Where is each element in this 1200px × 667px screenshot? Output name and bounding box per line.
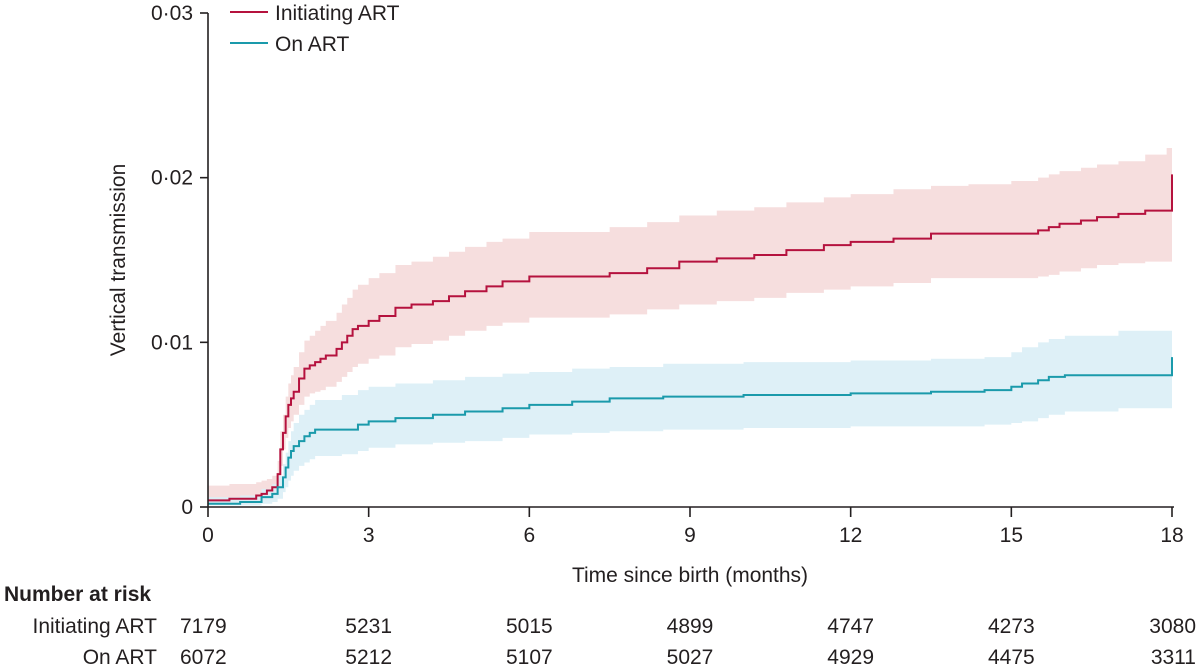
x-axis-title: Time since birth (months) [572,564,808,587]
y-axis-title: Vertical transmission [107,164,130,357]
risk-value: 3080 [1149,615,1196,638]
x-tick-label: 6 [523,524,535,547]
y-tick-label: 0·03 [151,2,193,25]
y-tick-label: 0 [181,496,193,519]
number-at-risk-title: Number at risk [4,583,151,606]
risk-values: 7179 5231 5015 4899 4747 4273 3080 6072 5212 5107… [180,615,1196,667]
x-tick-label: 18 [1160,524,1183,547]
x-tick-label: 12 [839,524,862,547]
series-lines [208,174,1173,505]
y-tick-label: 0·01 [151,331,193,354]
risk-value: 4273 [988,615,1035,638]
x-tick-label: 15 [1000,524,1023,547]
risk-value: 6072 [180,646,227,667]
x-tick-label: 3 [363,524,375,547]
risk-row-label-on-art: On ART [83,646,157,667]
confidence-bands [208,146,1172,506]
risk-value: 5212 [345,646,392,667]
series-line-initiating-art [208,174,1173,502]
risk-value: 5231 [345,615,392,638]
x-ticks: 0 3 6 9 12 15 18 [202,507,1184,547]
x-tick-label: 0 [202,524,214,547]
risk-value: 5027 [667,646,714,667]
legend-label-initiating-art: Initiating ART [275,2,400,25]
x-tick-label: 9 [684,524,696,547]
y-ticks: 0 0·01 0·02 0·03 [151,2,208,519]
legend: Initiating ART On ART [230,2,400,56]
y-tick-label: 0·02 [151,167,193,190]
risk-value: 3311 [1151,646,1196,667]
risk-value: 5015 [506,615,553,638]
risk-value: 4899 [667,615,714,638]
risk-value: 4475 [988,646,1035,667]
ci-band-on-art [208,322,1172,506]
risk-value: 4929 [827,646,874,667]
risk-value: 7179 [180,615,227,638]
legend-label-on-art: On ART [275,33,349,56]
risk-value: 4747 [827,615,874,638]
risk-value: 5107 [506,646,553,667]
number-at-risk-table: Number at risk Initiating ART On ART 717… [4,583,1196,667]
risk-row-label-initiating-art: Initiating ART [32,615,157,638]
series-line-on-art [208,357,1173,505]
